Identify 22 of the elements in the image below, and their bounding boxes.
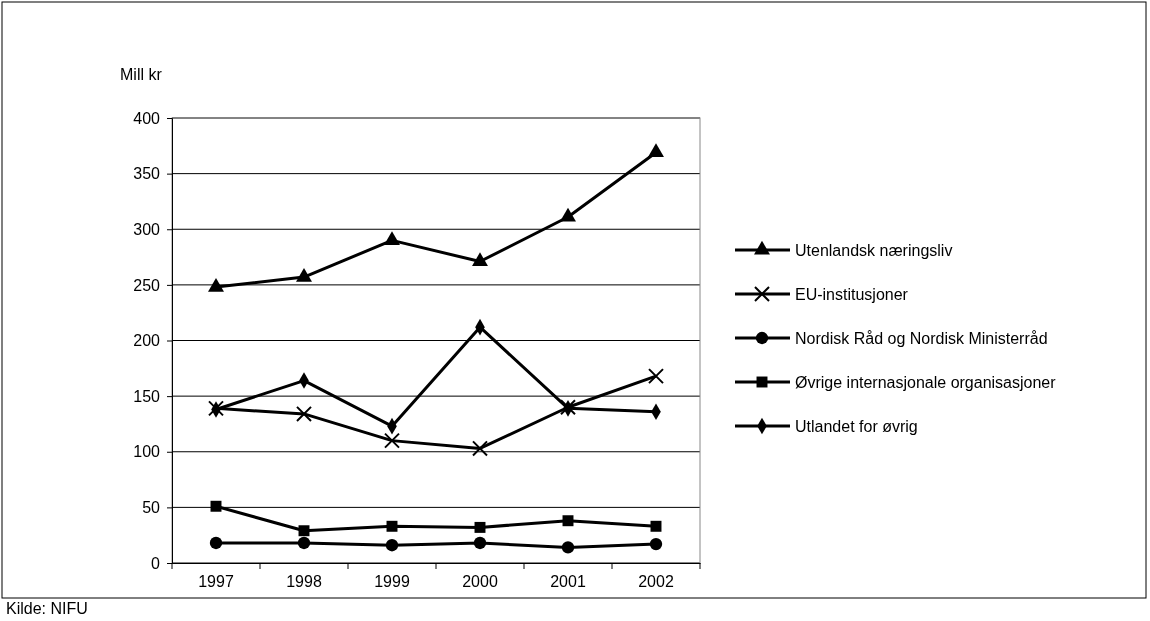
y-tick-label: 350 — [133, 165, 161, 183]
x-tick-label: 1999 — [374, 572, 410, 590]
y-tick-label: 400 — [133, 109, 161, 127]
legend-label: EU-institusjoner — [795, 286, 909, 303]
x-tick-label: 2002 — [638, 572, 674, 590]
y-tick-label: 200 — [133, 332, 161, 350]
y-tick-label: 50 — [142, 498, 161, 516]
x-tick-label: 1998 — [286, 572, 322, 590]
legend-label: Nordisk Råd og Nordisk Ministerråd — [795, 330, 1048, 347]
x-tick-label: 2000 — [462, 572, 498, 590]
x-tick-label: 1997 — [198, 572, 234, 590]
y-axis-title: Mill kr — [120, 66, 163, 83]
legend-label: Øvrige internasjonale organisasjoner — [795, 374, 1057, 391]
x-tick-label: 2001 — [550, 572, 586, 590]
y-tick-label: 100 — [133, 443, 161, 461]
y-tick-label: 0 — [151, 554, 161, 572]
legend-label: Utlandet for øvrig — [795, 418, 918, 435]
legend-label: Utenlandsk næringsliv — [795, 242, 953, 259]
y-tick-label: 300 — [133, 220, 161, 238]
y-tick-label: 150 — [133, 387, 161, 405]
y-tick-label: 250 — [133, 276, 161, 294]
text: Kilde: NIFU — [6, 600, 88, 617]
